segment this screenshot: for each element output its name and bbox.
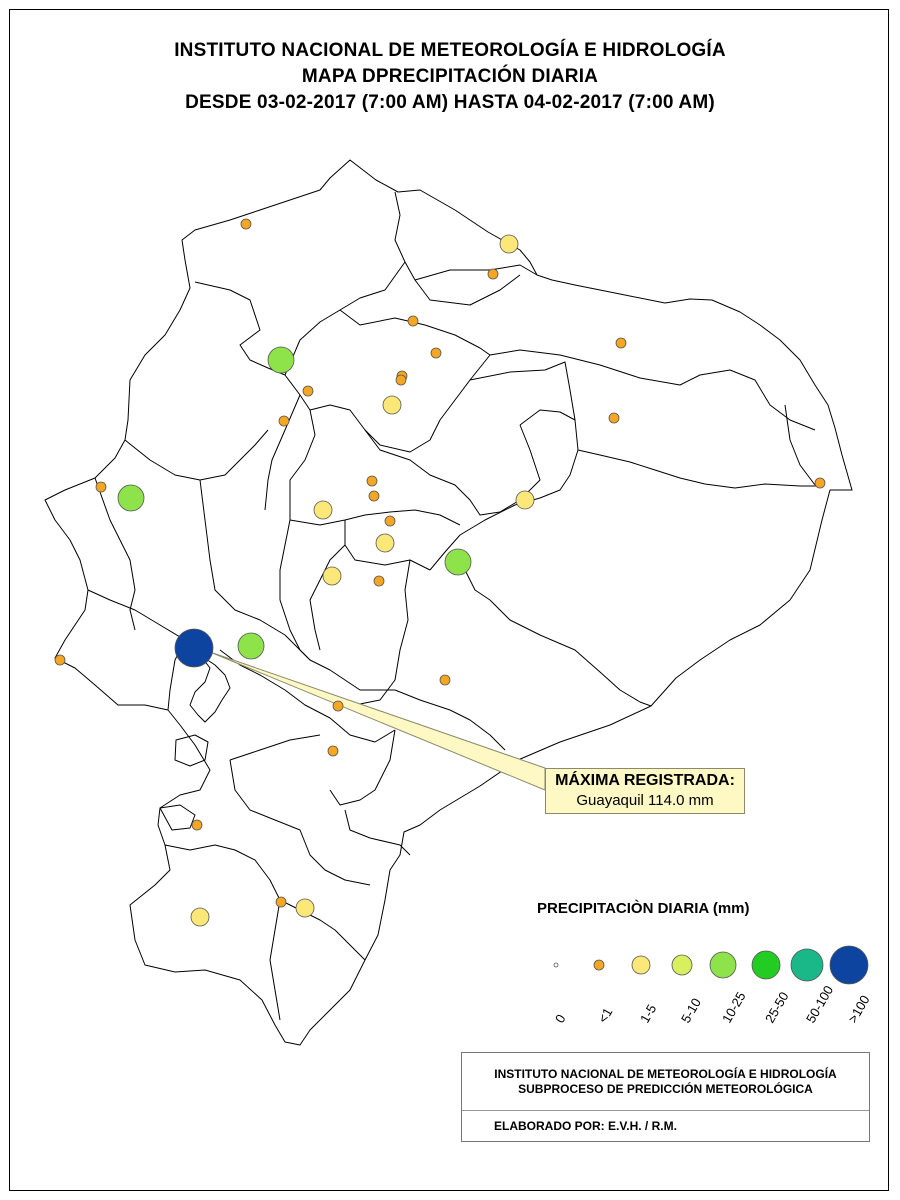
footer-institute: INSTITUTO NACIONAL DE METEOROLOGÍA E HID…	[462, 1067, 869, 1097]
footer-line-2: SUBPROCESO DE PREDICCIÓN METEOROLÓGICA	[518, 1082, 813, 1096]
station-marker	[302, 385, 314, 397]
max-registered-callout: MÁXIMA REGISTRADA: Guayaquil 114.0 mm	[545, 768, 745, 814]
footer-divider	[462, 1110, 869, 1111]
footer-line-1: INSTITUTO NACIONAL DE METEOROLOGÍA E HID…	[494, 1067, 837, 1081]
station-marker	[174, 628, 214, 668]
province-boundaries	[44, 159, 853, 1046]
legend-symbol	[631, 955, 651, 975]
title-institute: INSTITUTO NACIONAL DE METEOROLOGÍA E HID…	[174, 40, 726, 61]
legend-symbol	[593, 959, 605, 971]
station-marker	[395, 374, 407, 386]
footer-author: ELABORADO POR: E.V.H. / R.M.	[494, 1119, 677, 1133]
station-marker	[615, 337, 627, 349]
station-marker	[278, 415, 290, 427]
footer-box: INSTITUTO NACIONAL DE METEOROLOGÍA E HID…	[461, 1052, 870, 1142]
station-marker	[430, 347, 442, 359]
station-marker	[313, 500, 333, 520]
station-marker	[267, 346, 295, 374]
station-marker	[515, 490, 535, 510]
station-marker	[237, 632, 265, 660]
legend-symbol	[751, 950, 781, 980]
legend-symbol	[829, 945, 869, 985]
station-marker	[190, 907, 210, 927]
station-marker	[814, 477, 826, 489]
station-marker	[608, 412, 620, 424]
legend-symbol	[671, 954, 693, 976]
station-marker	[373, 575, 385, 587]
callout-value: Guayaquil 114.0 mm	[576, 792, 714, 809]
station-marker	[332, 700, 344, 712]
station-marker	[295, 898, 315, 918]
max-callout-leader	[209, 651, 546, 791]
map-frame	[9, 9, 889, 1191]
station-markers	[54, 218, 826, 927]
legend-symbols	[553, 945, 869, 985]
country-outline	[44, 159, 853, 1046]
station-marker	[191, 819, 203, 831]
station-marker	[384, 515, 396, 527]
station-marker	[322, 566, 342, 586]
legend-symbol	[790, 948, 824, 982]
legend-title: PRECIPITACIÒN DIARIA (mm)	[537, 900, 750, 917]
station-marker	[382, 395, 402, 415]
station-marker	[439, 674, 451, 686]
station-marker	[117, 484, 145, 512]
legend-symbol	[553, 962, 559, 968]
station-marker	[240, 218, 252, 230]
callout-heading: MÁXIMA REGISTRADA:	[555, 772, 735, 789]
station-marker	[327, 745, 339, 757]
station-marker	[95, 481, 107, 493]
station-marker	[375, 533, 395, 553]
station-marker	[368, 490, 380, 502]
station-marker	[275, 896, 287, 908]
station-marker	[487, 268, 499, 280]
station-marker	[366, 475, 378, 487]
station-marker	[444, 548, 472, 576]
station-marker	[499, 234, 519, 254]
station-marker	[407, 315, 419, 327]
title-date-range: DESDE 03-02-2017 (7:00 AM) HASTA 04-02-2…	[185, 92, 715, 113]
title-map-name: MAPA DPRECIPITACIÓN DIARIA	[301, 66, 599, 87]
legend-symbol	[709, 951, 737, 979]
station-marker	[54, 654, 66, 666]
